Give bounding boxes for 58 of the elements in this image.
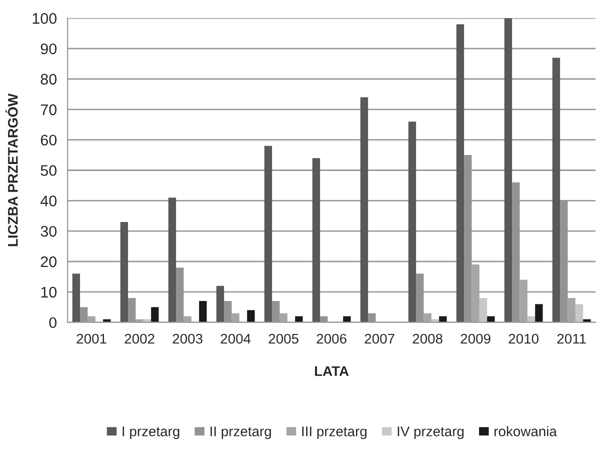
bar — [88, 316, 96, 322]
x-tick-label: 2009 — [460, 334, 490, 344]
legend-label: I przetarg — [122, 426, 180, 440]
y-tick-label: 0 — [49, 317, 57, 328]
bar — [520, 280, 528, 322]
x-tick-label: 2002 — [124, 334, 154, 344]
x-tick-label: 2010 — [508, 334, 538, 344]
bar — [472, 264, 480, 322]
y-tick-label: 10 — [41, 286, 57, 298]
bar — [343, 316, 351, 322]
bar — [312, 158, 320, 322]
bar — [120, 222, 128, 322]
bar — [424, 313, 432, 322]
bar — [439, 316, 447, 322]
bar — [199, 301, 207, 322]
y-tick-label: 70 — [40, 104, 57, 116]
bar — [280, 313, 288, 322]
bar — [151, 307, 159, 322]
bar — [504, 18, 512, 322]
y-tick-label: 40 — [40, 196, 57, 206]
bar — [487, 316, 495, 322]
bar — [360, 97, 368, 322]
x-tick-label: 2008 — [412, 334, 442, 344]
bar — [295, 316, 303, 322]
bar — [216, 286, 224, 322]
legend-label: II przetarg — [210, 426, 271, 440]
bar — [184, 316, 192, 322]
bar — [232, 313, 240, 322]
bar — [568, 298, 576, 322]
bar — [456, 24, 464, 322]
x-tick-label: 2005 — [268, 334, 298, 344]
y-tick-label: 20 — [40, 256, 57, 268]
bar — [575, 304, 584, 322]
x-tick-label: 2011 — [557, 334, 586, 344]
bar — [552, 58, 560, 322]
legend-label: rokowania — [494, 426, 557, 436]
bar — [479, 298, 488, 322]
y-tick-label: 100 — [32, 13, 57, 24]
x-tick-label: 2007 — [364, 334, 394, 344]
bar — [535, 304, 543, 322]
x-tick-label: 2003 — [172, 334, 202, 344]
x-tick-label: 2001 — [76, 334, 106, 344]
legend-label: III przetarg — [302, 426, 366, 440]
bar — [408, 122, 416, 322]
legend-label: IV przetarg — [398, 426, 464, 440]
bar — [264, 146, 272, 322]
y-axis-title: LICZBA PRZETARGÓW — [5, 94, 18, 246]
bar — [247, 310, 255, 322]
x-tick-label: 2004 — [220, 334, 251, 344]
y-tick-label: 50 — [40, 165, 57, 176]
x-tick-label: 2006 — [316, 334, 346, 344]
y-tick-label: 30 — [40, 226, 57, 237]
y-tick-label: 90 — [40, 43, 57, 54]
bar — [168, 198, 176, 322]
y-tick-label: 60 — [40, 134, 57, 146]
x-axis-title: LATA — [315, 366, 349, 376]
bar — [72, 274, 80, 322]
y-tick-label: 80 — [40, 74, 57, 85]
